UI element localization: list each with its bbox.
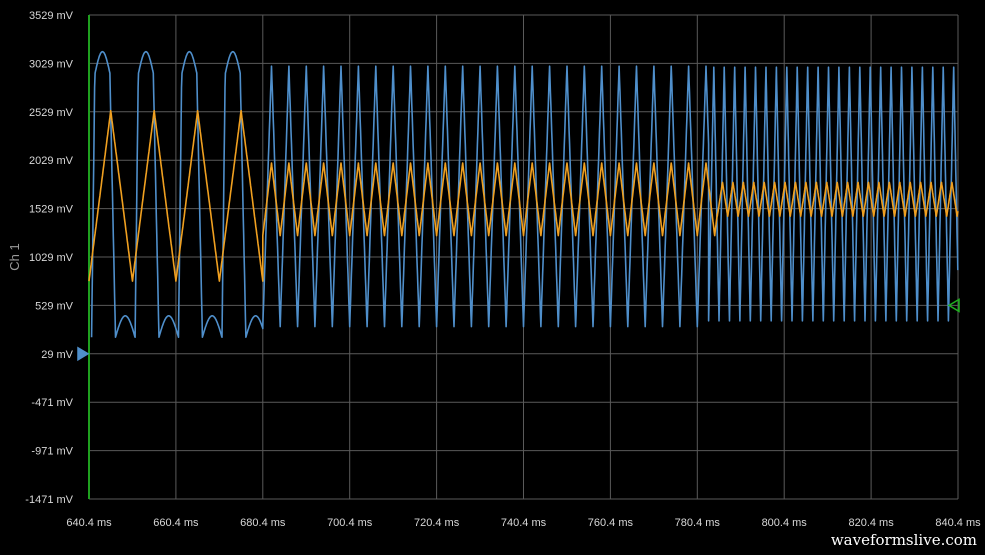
y-tick-label: 2029 mV: [29, 155, 74, 167]
traces: [88, 50, 959, 338]
y-tick-label: 29 mV: [41, 349, 73, 361]
x-tick-label: 720.4 ms: [414, 517, 460, 529]
watermark: waveformslive.com: [830, 531, 977, 549]
series-line-2: [88, 109, 959, 282]
x-tick-label: 660.4 ms: [153, 517, 199, 529]
y-tick-label: 3529 mV: [29, 10, 74, 22]
x-tick-labels: 640.4 ms 660.4 ms 680.4 ms 700.4 ms 720.4 ms…: [66, 517, 981, 529]
x-tick-label: 680.4 ms: [240, 517, 286, 529]
x-tick-label: 780.4 ms: [675, 517, 721, 529]
y-tick-label: 1029 mV: [29, 252, 74, 264]
y-tick-label: -971 mV: [31, 446, 73, 458]
trigger-level-marker[interactable]: [947, 298, 960, 313]
y-tick-labels: 3529 mV 3029 mV 2529 mV 2029 mV 1529 mV 1029 …: [25, 10, 73, 506]
ch1-offset-marker[interactable]: [77, 346, 90, 362]
markers: [77, 298, 960, 362]
y-tick-label: 2529 mV: [29, 107, 74, 119]
y-tick-label: 1529 mV: [29, 204, 74, 216]
y-tick-label: 529 mV: [35, 300, 74, 312]
x-tick-label: 700.4 ms: [327, 517, 373, 529]
x-tick-label: 760.4 ms: [588, 517, 634, 529]
x-tick-label: 740.4 ms: [501, 517, 547, 529]
y-tick-label: 3029 mV: [29, 58, 74, 70]
y-axis-label: Ch 1: [7, 243, 22, 270]
y-tick-label: -471 mV: [31, 397, 73, 409]
series-line-1: [90, 50, 959, 338]
x-tick-label: 840.4 ms: [935, 517, 981, 529]
x-tick-label: 820.4 ms: [848, 517, 894, 529]
x-tick-label: 800.4 ms: [762, 517, 808, 529]
x-tick-label: 640.4 ms: [66, 517, 112, 529]
y-tick-label: -1471 mV: [25, 494, 73, 506]
